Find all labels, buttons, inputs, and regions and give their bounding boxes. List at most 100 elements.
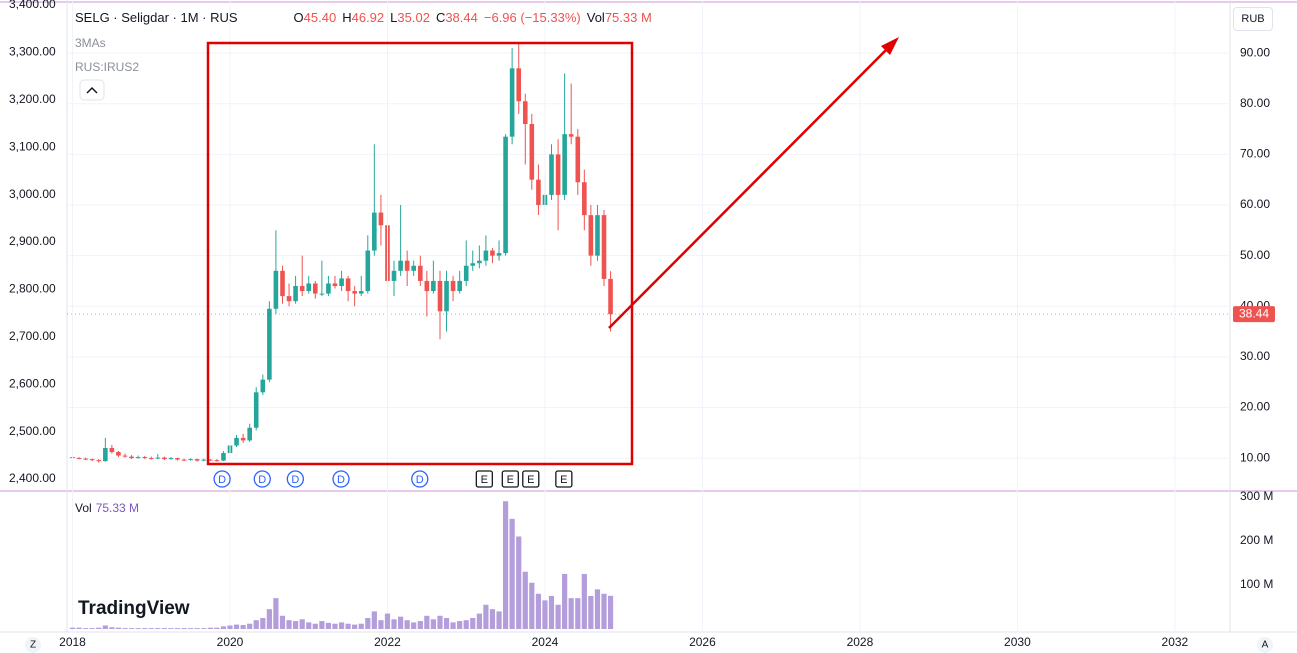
volume-bar	[109, 627, 115, 629]
event-marker	[213, 470, 231, 488]
volume-bar	[128, 628, 135, 629]
volume-bar	[516, 536, 522, 629]
candle-body	[601, 215, 607, 279]
volume-bar	[411, 622, 417, 629]
candle-body	[155, 457, 161, 459]
x-tick-label: 2030	[1004, 635, 1031, 649]
event-marker	[555, 470, 573, 488]
zoom-label: Z	[30, 640, 36, 651]
volume-bar	[115, 627, 122, 629]
volume-bar	[227, 625, 233, 629]
collapse-icon	[86, 86, 98, 94]
candle-body	[326, 283, 331, 294]
y2-tick-label: 3,400.00	[9, 0, 56, 11]
candle-body	[457, 280, 462, 292]
candle-body	[378, 212, 384, 226]
indicator[interactable]: 3MAs	[75, 36, 106, 50]
volume-bar	[424, 615, 430, 629]
candle-body	[503, 136, 508, 254]
event-marker	[522, 470, 540, 488]
y2-tick-label: 2,400.00	[9, 471, 56, 485]
volume-bar	[83, 628, 89, 629]
volume-tick-label: 300 M	[1240, 489, 1273, 503]
candle-body	[404, 260, 410, 271]
volume-bar	[522, 571, 528, 629]
volume-bar	[240, 625, 246, 629]
candle-body	[194, 459, 200, 461]
candle-body	[299, 286, 305, 292]
candle-body	[608, 278, 613, 315]
quote-key: C	[435, 10, 446, 25]
event-label: E	[507, 474, 514, 486]
zoom-button[interactable]	[25, 637, 41, 653]
volume-bar	[76, 627, 82, 629]
event-label: D	[416, 474, 424, 486]
candle-body	[168, 458, 174, 460]
candle-body	[312, 283, 318, 294]
volume-bar	[194, 628, 200, 629]
candle-body	[365, 250, 371, 292]
candle-body	[483, 250, 489, 261]
candle-body	[522, 101, 528, 125]
volume-bar	[214, 627, 220, 629]
volume-bar	[69, 627, 76, 629]
volume-legend: Vol 75.33 M	[75, 501, 139, 515]
y2-tick-label: 2,800.00	[9, 282, 56, 296]
candle-body	[463, 265, 469, 281]
brand: TradingView	[78, 598, 190, 619]
volume-bar	[332, 623, 338, 629]
volume-bar	[509, 518, 515, 629]
volume-bar	[279, 615, 286, 629]
y-tick-label: 60.00	[1240, 197, 1270, 211]
candle-body	[247, 427, 252, 441]
symbol-title: SELG · Seligdar · 1M · RUS	[75, 10, 238, 25]
candle-body	[411, 265, 416, 271]
indicator[interactable]: RUS:IRUS2	[75, 60, 140, 74]
candle-body	[575, 136, 581, 183]
quote-value: 46.92	[351, 10, 385, 25]
candle-body	[536, 179, 541, 206]
candle-body	[83, 458, 88, 460]
volume-bar	[122, 628, 128, 629]
candle-body	[516, 68, 522, 102]
y-tick-label: 30.00	[1240, 349, 1270, 363]
volume-bar	[161, 628, 168, 629]
event-marker	[411, 470, 429, 488]
volume-name: Vol	[75, 501, 92, 515]
x-tick-label: 2020	[217, 635, 244, 649]
collapse-button[interactable]	[79, 79, 105, 101]
candle-body	[595, 215, 600, 256]
candle-body	[490, 250, 495, 256]
volume-bar	[155, 628, 161, 629]
candle-body	[201, 459, 207, 461]
volume-bar	[181, 628, 187, 629]
volume-bar	[260, 617, 266, 629]
candle-body	[424, 280, 430, 292]
x-tick-label: 2032	[1162, 635, 1189, 649]
volume-bar	[233, 624, 240, 629]
candle-body	[122, 455, 128, 457]
volume-bar	[96, 627, 102, 629]
auto-button[interactable]	[1257, 637, 1273, 653]
volume-bar	[325, 622, 332, 629]
volume-tick-label: 200 M	[1240, 533, 1273, 547]
event-marker	[501, 470, 519, 488]
y2-tick-label: 3,300.00	[9, 45, 56, 59]
candle-body	[142, 457, 148, 459]
candle-body	[496, 253, 502, 256]
currency-button[interactable]: RUB	[1233, 7, 1273, 31]
candle-body	[96, 460, 102, 462]
candle-body	[273, 270, 279, 309]
candle-body	[319, 293, 325, 295]
candle-body	[555, 154, 561, 195]
marks	[67, 0, 1230, 632]
candle-body	[431, 280, 436, 292]
quote: O45.40 H46.92 L35.02 C38.44 −6.96 (−15.33%) V…	[294, 10, 658, 25]
candle-body	[293, 286, 298, 302]
candle-body	[372, 212, 377, 251]
volume-bar	[463, 620, 469, 629]
candle-body	[568, 134, 574, 137]
y2-tick-label: 3,200.00	[9, 92, 56, 106]
